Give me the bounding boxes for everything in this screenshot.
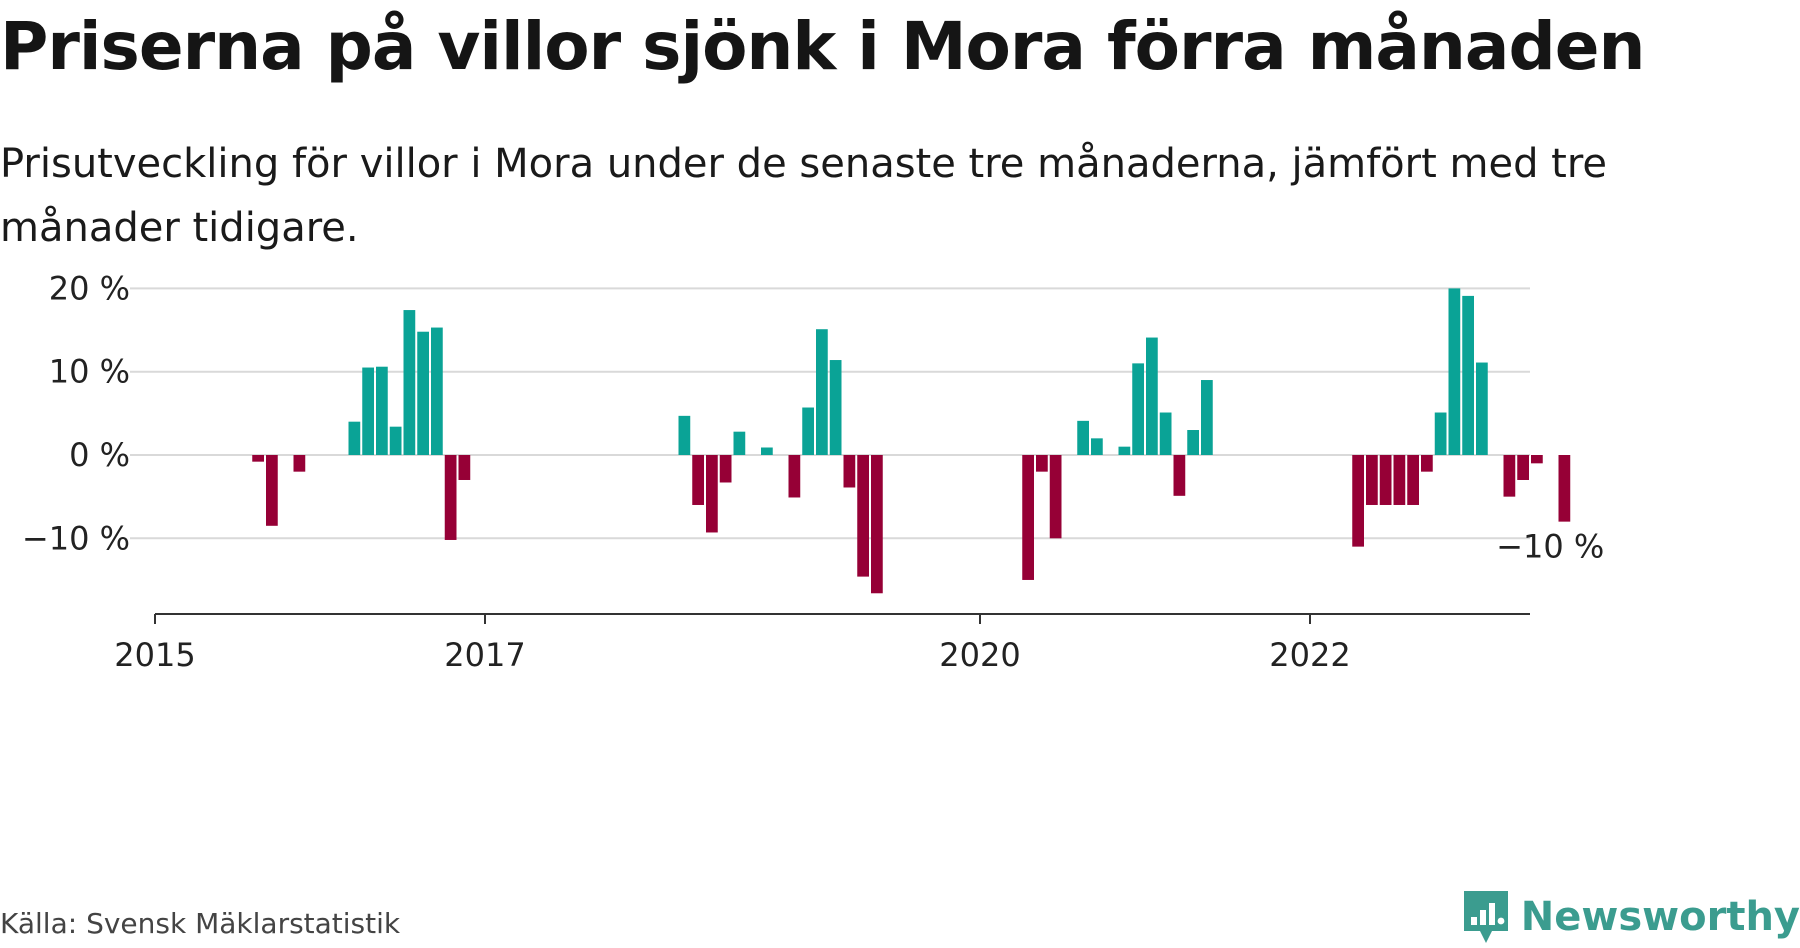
bar bbox=[252, 455, 264, 462]
bar bbox=[376, 366, 388, 455]
bar bbox=[1022, 455, 1034, 580]
bar bbox=[829, 360, 842, 455]
bar bbox=[1434, 412, 1447, 455]
y-tick-label: 20 % bbox=[49, 269, 130, 307]
last-value-label: −10 % bbox=[1496, 528, 1604, 566]
bar bbox=[348, 421, 361, 455]
bar bbox=[761, 447, 773, 455]
bar bbox=[444, 455, 457, 540]
bar bbox=[857, 455, 869, 577]
bar bbox=[1146, 337, 1158, 455]
bar bbox=[1421, 455, 1433, 472]
bar bbox=[1407, 455, 1419, 505]
bar bbox=[843, 455, 856, 488]
bar bbox=[403, 310, 416, 455]
bar bbox=[1379, 455, 1392, 505]
x-tick-label: 2020 bbox=[939, 636, 1020, 674]
bar bbox=[1036, 455, 1048, 472]
bar bbox=[802, 407, 814, 455]
bar bbox=[1462, 295, 1474, 455]
bar bbox=[692, 455, 704, 505]
bar bbox=[678, 415, 691, 455]
bar bbox=[1393, 455, 1406, 505]
bar bbox=[1159, 412, 1172, 455]
x-tick-label: 2015 bbox=[114, 636, 195, 674]
chart-subtitle: Prisutveckling för villor i Mora under d… bbox=[0, 141, 1608, 251]
brand-name: Newsworthy bbox=[1520, 894, 1800, 940]
bar bbox=[1366, 455, 1378, 505]
bar bbox=[431, 327, 443, 455]
bar bbox=[1517, 455, 1529, 480]
bar bbox=[458, 455, 471, 480]
bar bbox=[1187, 430, 1199, 455]
bar bbox=[788, 455, 801, 498]
newsworthy-logo-icon bbox=[1463, 891, 1508, 943]
bar bbox=[1091, 438, 1103, 455]
bar bbox=[719, 455, 732, 483]
bar bbox=[1531, 455, 1543, 464]
bar bbox=[871, 455, 883, 594]
bar-chart: −10 % 0 % 10 % 20 % 2015 2017 2020 2022 −10 % bbox=[22, 269, 1604, 674]
brand-logo[interactable]: Newsworthy bbox=[1461, 888, 1800, 946]
x-tick-label: 2017 bbox=[444, 636, 525, 674]
y-tick-label: 0 % bbox=[69, 436, 130, 474]
y-tick-label: −10 % bbox=[22, 519, 130, 557]
bar bbox=[362, 367, 374, 455]
bar bbox=[1077, 420, 1089, 455]
bars bbox=[252, 288, 1571, 594]
bar bbox=[1049, 455, 1062, 539]
bar bbox=[1132, 363, 1144, 455]
bar bbox=[816, 329, 828, 455]
bar bbox=[1173, 455, 1186, 496]
bar bbox=[293, 455, 306, 472]
bar bbox=[1118, 446, 1131, 455]
bar bbox=[389, 426, 402, 455]
bar bbox=[1201, 380, 1213, 455]
x-axis: 2015 2017 2020 2022 bbox=[114, 613, 1530, 674]
chart-title: Priserna på villor sjönk i Mora förra må… bbox=[0, 8, 1645, 85]
bar bbox=[706, 455, 718, 533]
bar bbox=[1352, 455, 1364, 547]
bar bbox=[417, 331, 429, 455]
y-tick-label: 10 % bbox=[49, 353, 130, 391]
bar bbox=[1448, 288, 1461, 455]
x-tick-label: 2022 bbox=[1269, 636, 1350, 674]
bar bbox=[1476, 362, 1488, 455]
bar bbox=[733, 431, 746, 455]
bar bbox=[1558, 455, 1571, 522]
bar bbox=[266, 455, 278, 526]
source-note: Källa: Svensk Mäklarstatistik bbox=[0, 907, 401, 940]
y-axis-labels: −10 % 0 % 10 % 20 % bbox=[22, 269, 130, 557]
bar bbox=[1503, 455, 1516, 497]
